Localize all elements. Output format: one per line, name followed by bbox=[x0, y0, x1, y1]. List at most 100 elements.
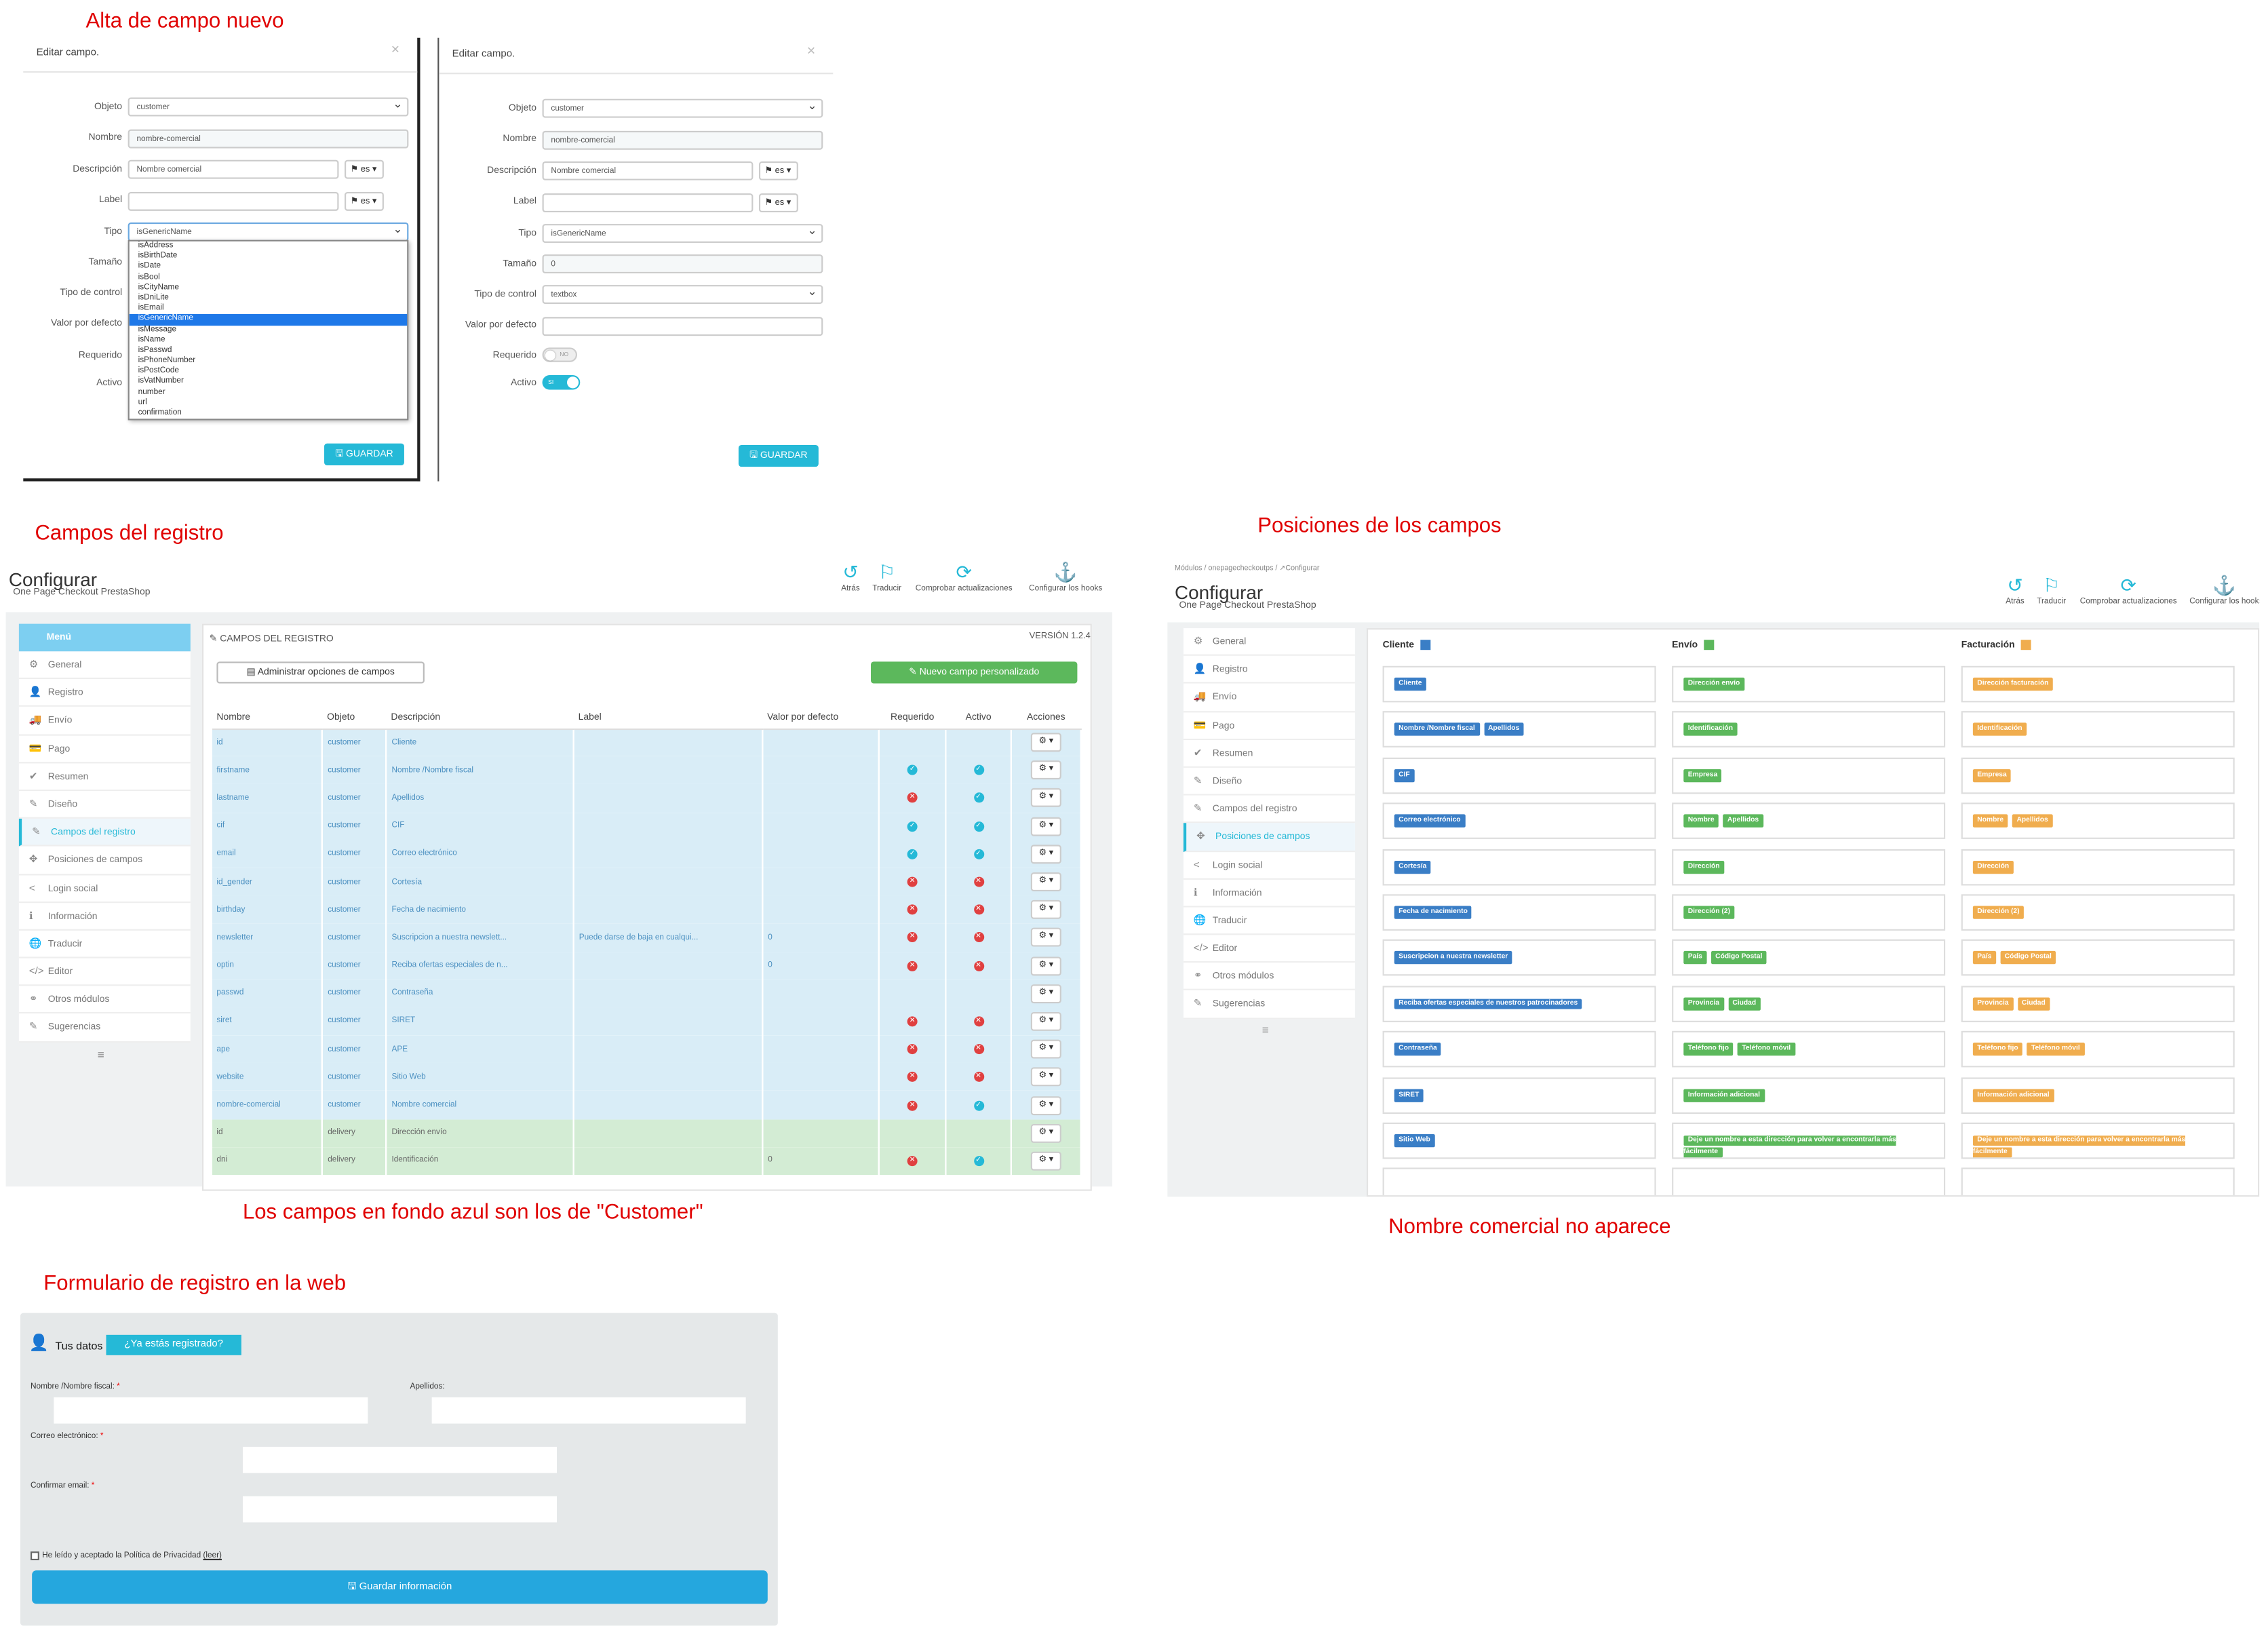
refresh-icon[interactable]: ⟳ Comprobar actualizaciones bbox=[910, 561, 1018, 593]
gear-icon[interactable]: ⚙ ▾ bbox=[1030, 1068, 1061, 1087]
field-tag[interactable]: Apellidos bbox=[2012, 814, 2053, 828]
gear-icon[interactable]: ⚙ ▾ bbox=[1030, 1123, 1061, 1143]
cross-icon[interactable]: ✕ bbox=[907, 1044, 918, 1055]
field-tag[interactable]: Provincia bbox=[1972, 997, 2014, 1011]
field-tag[interactable]: Apellidos bbox=[1483, 723, 1524, 737]
save-info-button[interactable]: 🖫 Guardar información bbox=[32, 1570, 768, 1604]
gear-icon[interactable]: ⚙ ▾ bbox=[1030, 1096, 1061, 1115]
field-tag[interactable]: Código Postal bbox=[2000, 951, 2056, 965]
field-tag[interactable]: Nombre /Nombre fiscal bbox=[1394, 723, 1480, 737]
back-icon[interactable]: ↺ Atrás bbox=[834, 561, 866, 593]
check-icon[interactable]: ✓ bbox=[973, 821, 984, 832]
field-tag[interactable]: Dirección (2) bbox=[1972, 906, 2025, 919]
cross-icon[interactable]: ✕ bbox=[907, 932, 918, 943]
position-box[interactable]: Dirección bbox=[1961, 848, 2235, 885]
table-row[interactable]: dni delivery Identificación 0 ✕ ✓ ⚙ ▾ bbox=[212, 1146, 1082, 1176]
tipo-option[interactable]: isVatNumber bbox=[138, 377, 184, 386]
field-tag[interactable]: Correo electrónico bbox=[1394, 814, 1466, 828]
tipo-dropdown-list[interactable]: isAddress isBirthDate isDate isBool isCityNa… bbox=[128, 239, 409, 421]
breadcrumb-item[interactable]: Configurar bbox=[1285, 564, 1320, 573]
position-box[interactable]: Información adicional bbox=[1961, 1077, 2235, 1114]
cross-icon[interactable]: ✕ bbox=[973, 876, 984, 887]
position-box[interactable]: País Código Postal bbox=[1672, 939, 1946, 977]
cross-icon[interactable]: ✕ bbox=[973, 904, 984, 915]
nombre-input[interactable]: nombre-comercial bbox=[542, 130, 823, 150]
field-tag[interactable]: Dirección envío bbox=[1683, 677, 1744, 691]
table-row[interactable]: id_gender customer Cortesía ✕ ✕ ⚙ ▾ bbox=[212, 868, 1082, 896]
position-box[interactable] bbox=[1672, 1168, 1946, 1196]
requerido-toggle[interactable]: NO bbox=[542, 347, 578, 362]
sidebar-item[interactable]: 🌐 Traducir bbox=[18, 931, 191, 958]
refresh-icon[interactable]: ⟳ Comprobar actualizaciones bbox=[2075, 575, 2183, 606]
gear-icon[interactable]: ⚙ ▾ bbox=[1030, 1011, 1061, 1031]
position-box[interactable]: Suscripcion a nuestra newsletter bbox=[1382, 939, 1656, 977]
sidebar-item[interactable]: 👤 Registro bbox=[1183, 656, 1355, 684]
field-tag[interactable]: Dirección (2) bbox=[1683, 906, 1735, 919]
field-tag[interactable]: Identificación bbox=[1972, 723, 2027, 737]
gear-icon[interactable]: ⚙ ▾ bbox=[1030, 733, 1061, 752]
field-tag[interactable]: Nombre bbox=[1972, 814, 2008, 828]
table-row[interactable]: email customer Correo electrónico ✓ ✓ ⚙ ▾ bbox=[212, 840, 1082, 868]
position-box[interactable]: Deje un nombre a esta dirección para vol… bbox=[1961, 1122, 2235, 1159]
cross-icon[interactable]: ✕ bbox=[907, 904, 918, 915]
sidebar-item[interactable]: ⚙ General bbox=[18, 651, 191, 680]
field-tag[interactable]: Deje un nombre a esta dirección para vol… bbox=[1683, 1136, 1896, 1158]
cross-icon[interactable]: ✕ bbox=[973, 1016, 984, 1027]
position-box[interactable]: Deje un nombre a esta dirección para vol… bbox=[1672, 1122, 1946, 1159]
position-box[interactable]: CIF bbox=[1382, 757, 1656, 794]
lang-dropdown[interactable]: ⚑ es ▾ bbox=[345, 159, 384, 179]
flag-icon[interactable]: ⚐ Traducir bbox=[869, 561, 904, 593]
field-tag[interactable]: Identificación bbox=[1683, 723, 1738, 737]
tipo-option[interactable]: isBool bbox=[138, 273, 160, 282]
field-tag[interactable]: Deje un nombre a esta dirección para vol… bbox=[1972, 1136, 2186, 1158]
field-tag[interactable]: Ciudad bbox=[2017, 997, 2050, 1011]
position-box[interactable]: Sitio Web bbox=[1382, 1122, 1656, 1159]
cross-icon[interactable]: ✕ bbox=[907, 1016, 918, 1027]
table-row[interactable]: id delivery Dirección envío ⚙ ▾ bbox=[212, 1119, 1082, 1147]
position-box[interactable]: Fecha de nacimiento bbox=[1382, 894, 1656, 931]
sidebar-item[interactable]: < Login social bbox=[18, 874, 191, 903]
field-tag[interactable]: Dirección facturación bbox=[1972, 677, 2053, 691]
field-tag[interactable]: Provincia bbox=[1683, 997, 1724, 1011]
tipo-option[interactable]: isAddress bbox=[138, 241, 174, 250]
field-tag[interactable]: Teléfono fijo bbox=[1683, 1043, 1734, 1056]
check-icon[interactable]: ✓ bbox=[973, 793, 984, 804]
label-input[interactable] bbox=[542, 193, 754, 212]
position-box[interactable]: Empresa bbox=[1961, 757, 2235, 794]
position-box[interactable]: Nombre Apellidos bbox=[1961, 802, 2235, 840]
field-tag[interactable]: País bbox=[1972, 951, 1996, 965]
field-tag[interactable]: Apellidos bbox=[1723, 814, 1763, 828]
field-tag[interactable]: Teléfono móvil bbox=[2027, 1043, 2085, 1056]
gear-icon[interactable]: ⚙ ▾ bbox=[1030, 816, 1061, 836]
check-icon[interactable]: ✓ bbox=[973, 765, 984, 776]
tipo-option[interactable]: isPhoneNumber bbox=[138, 356, 196, 366]
position-box[interactable]: Dirección (2) bbox=[1672, 894, 1946, 931]
sidebar-item[interactable]: ℹ Información bbox=[1183, 879, 1355, 908]
field-tag[interactable]: Empresa bbox=[1683, 769, 1722, 782]
cross-icon[interactable]: ✕ bbox=[973, 961, 984, 971]
gear-icon[interactable]: ⚙ ▾ bbox=[1030, 845, 1061, 864]
position-box[interactable]: Empresa bbox=[1672, 757, 1946, 794]
tamano-input[interactable]: 0 bbox=[542, 254, 823, 273]
menu-toggle-icon[interactable]: ≡ bbox=[97, 1048, 104, 1062]
tipo-option[interactable]: isDate bbox=[138, 262, 161, 271]
sidebar-item[interactable]: 🌐 Traducir bbox=[1183, 907, 1355, 935]
gear-icon[interactable]: ⚙ ▾ bbox=[1030, 928, 1061, 948]
sidebar-item[interactable]: ✎ Diseño bbox=[1183, 768, 1355, 796]
check-icon[interactable]: ✓ bbox=[907, 765, 918, 776]
position-box[interactable]: Dirección (2) bbox=[1961, 894, 2235, 931]
sidebar-item[interactable]: ✎ Diseño bbox=[18, 791, 191, 819]
table-row[interactable]: newsletter customer Suscripcion a nuestra … bbox=[212, 923, 1082, 952]
lang-dropdown[interactable]: ⚑ es ▾ bbox=[345, 191, 384, 211]
position-box[interactable]: Correo electrónico bbox=[1382, 802, 1656, 840]
tipo-option[interactable]: isMessage bbox=[138, 325, 177, 334]
gear-icon[interactable]: ⚙ ▾ bbox=[1030, 1040, 1061, 1059]
field-tag[interactable]: Dirección bbox=[1683, 860, 1725, 874]
position-box[interactable]: Nombre Apellidos bbox=[1672, 802, 1946, 840]
field-tag[interactable]: Fecha de nacimiento bbox=[1394, 906, 1472, 919]
field-tag[interactable]: Empresa bbox=[1972, 769, 2012, 782]
table-row[interactable]: siret customer SIRET ✕ ✕ ⚙ ▾ bbox=[212, 1007, 1082, 1036]
lang-dropdown[interactable]: ⚑ es ▾ bbox=[758, 193, 798, 212]
cross-icon[interactable]: ✕ bbox=[907, 876, 918, 887]
check-icon[interactable]: ✓ bbox=[907, 821, 918, 832]
